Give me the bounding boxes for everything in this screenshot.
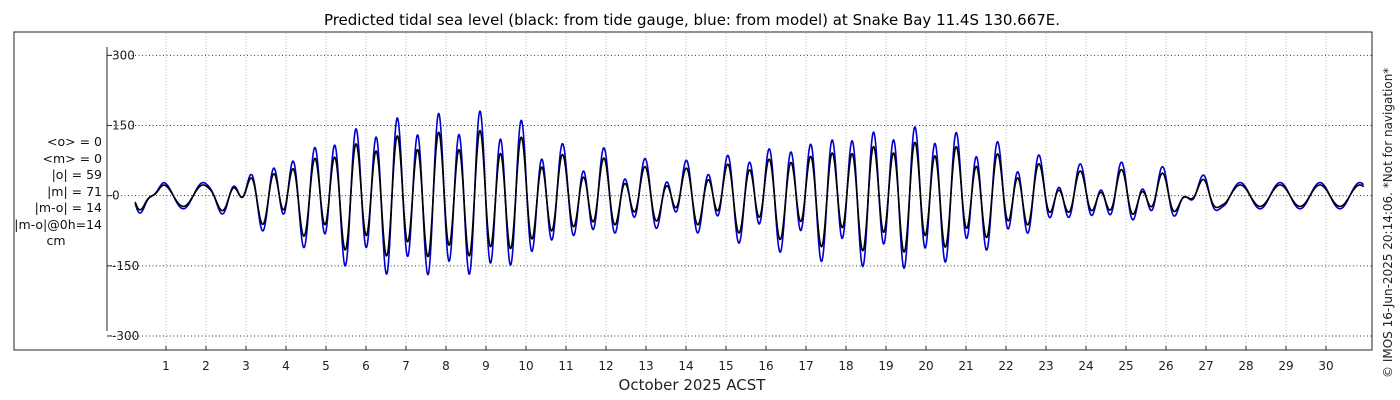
x-tick-label: 14 [678,359,693,373]
y-tick-label: 150 [112,119,135,133]
series [134,110,1365,276]
x-tick-label: 29 [1278,359,1293,373]
x-tick-label: 1 [162,359,170,373]
stat-abs-model: |m| = 71 [47,183,102,199]
stat-mean-observed: <o> = 0 [47,134,102,149]
x-tick-label: 21 [958,359,973,373]
x-tick-label: 30 [1318,359,1333,373]
x-tick-label: 6 [362,359,370,373]
x-tick-label: 26 [1158,359,1173,373]
x-tick-label: 23 [1038,359,1053,373]
statistics-panel: <o> = 0 <m> = 0 |o| = 59 |m| = 71 |m-o| … [10,134,102,250]
x-tick-label: 15 [718,359,733,373]
x-tick-label: 9 [482,359,490,373]
chart-title: Predicted tidal sea level (black: from t… [324,11,1060,29]
x-tick-label: 3 [242,359,250,373]
x-tick-label: 20 [918,359,933,373]
y-tick-label: 300 [112,48,135,62]
x-tick-label: 16 [758,359,773,373]
x-tick-label: 10 [518,359,533,373]
x-tick-label: 13 [638,359,653,373]
copyright-notice: © IMOS 16-Jun-2025 20:14:06. *Not for na… [1381,68,1395,378]
x-tick-label: 8 [442,359,450,373]
x-tick-label: 22 [998,359,1013,373]
y-tick-label: 0 [112,189,120,203]
plot-frame [13,31,1373,351]
gauge-series-line [134,129,1365,258]
x-tick-label: 7 [402,359,410,373]
y-ticks: 300 150 0 -150 -300 [107,48,139,343]
x-ticks: 1 2 3 4 5 6 7 8 9 10 11 12 13 14 15 16 17 18 19 20 21 22 23 24 2… [162,346,1334,373]
y-tick-label: -300 [112,329,139,343]
x-tick-label: 27 [1198,359,1213,373]
y-tick-label: -150 [112,259,139,273]
grid [107,33,1372,349]
x-tick-label: 4 [282,359,290,373]
x-tick-label: 12 [598,359,613,373]
x-tick-label: 17 [798,359,813,373]
x-axis-label: October 2025 ACST [619,376,767,394]
x-tick-label: 11 [558,359,573,373]
x-tick-label: 25 [1118,359,1133,373]
x-tick-label: 5 [322,359,330,373]
x-tick-label: 24 [1078,359,1093,373]
x-tick-label: 2 [202,359,210,373]
stat-abs-diff: |m-o| = 14 [34,200,102,215]
x-tick-label: 19 [878,359,893,373]
stat-unit: cm [46,233,66,248]
stat-abs-diff-0h: |m-o|@0h=14 [14,216,102,232]
stat-mean-model: <m> = 0 [42,150,103,166]
x-tick-label: 18 [838,359,853,373]
stat-abs-observed: |o| = 59 [51,167,102,182]
x-tick-label: 28 [1238,359,1253,373]
